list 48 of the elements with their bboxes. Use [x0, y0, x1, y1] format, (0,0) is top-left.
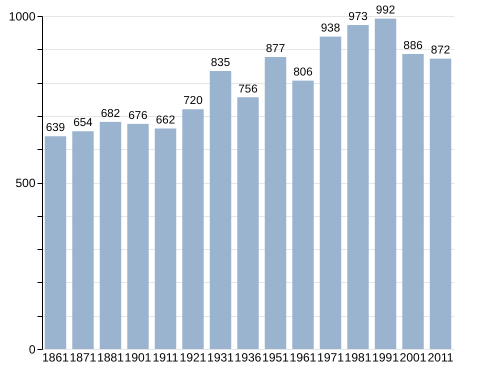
data-label: 720: [183, 95, 203, 108]
data-label: 682: [100, 108, 120, 120]
data-label: 676: [128, 110, 148, 122]
bar: [44, 136, 66, 349]
x-tick-label: 1961: [290, 350, 317, 364]
bar: [264, 56, 286, 349]
bar: [182, 109, 204, 349]
bar: [347, 24, 369, 349]
x-tick-label: 2001: [400, 350, 427, 364]
x-tick-label: 1881: [97, 350, 124, 364]
y-tick-label: 0: [28, 342, 36, 356]
data-label: 806: [293, 66, 313, 79]
data-label: 639: [46, 122, 66, 134]
data-label: 938: [320, 22, 340, 35]
data-label: 662: [156, 114, 176, 127]
x-tick-label: 1931: [207, 350, 234, 364]
bar: [292, 80, 314, 349]
y-tick-label: 1000: [8, 10, 36, 24]
x-tick-label: 1991: [372, 350, 400, 364]
data-label: 886: [403, 40, 423, 52]
bar: [237, 97, 259, 349]
x-tick-label: 1936: [234, 350, 262, 364]
bar: [402, 54, 424, 349]
bar: [430, 58, 452, 349]
x-tick-label: 1921: [180, 350, 207, 364]
x-tick-label: 1911: [152, 350, 179, 364]
data-label: 756: [238, 83, 258, 96]
x-tick-label: 1971: [317, 350, 344, 364]
bar: [210, 70, 232, 349]
data-label: 877: [266, 42, 286, 55]
data-label: 872: [430, 44, 450, 57]
bar: [374, 18, 396, 349]
x-tick-label: 1871: [70, 350, 97, 364]
x-tick-label: 1981: [344, 350, 372, 364]
x-tick-label: 1901: [124, 350, 152, 364]
data-label: 654: [73, 117, 94, 130]
bar: [72, 131, 94, 349]
x-tick-label: 1951: [262, 350, 290, 364]
bar: [100, 122, 122, 349]
data-label: 973: [348, 10, 368, 23]
x-tick-label: 1861: [42, 350, 70, 364]
y-tick-label: 500: [15, 176, 36, 190]
bar: [320, 36, 342, 349]
bar: [127, 124, 149, 349]
x-tick-label: 2011: [428, 350, 454, 364]
bar: [154, 128, 176, 349]
data-label: 992: [376, 4, 396, 17]
data-label: 835: [210, 56, 230, 69]
